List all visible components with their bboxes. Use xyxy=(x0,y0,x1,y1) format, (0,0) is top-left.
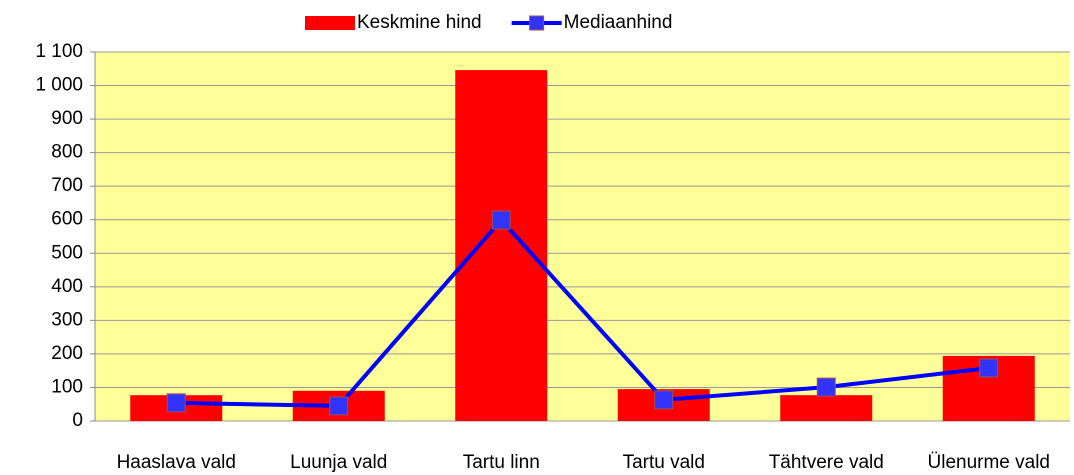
y-tick-label: 800 xyxy=(51,142,83,163)
y-tick-label: 400 xyxy=(51,276,83,297)
y-tick-label: 0 xyxy=(72,410,83,431)
marker xyxy=(816,377,836,397)
bar xyxy=(455,70,548,421)
line xyxy=(176,217,989,408)
y-tick-label: 600 xyxy=(51,209,83,230)
y-tick-label: 1 000 xyxy=(35,75,83,96)
y-tick-label: 700 xyxy=(51,175,83,196)
y-tick-label: 300 xyxy=(51,309,83,330)
legend-label: Keskmine hind xyxy=(357,12,482,33)
x-tick-label: Luunja vald xyxy=(290,452,387,473)
legend-label: Mediaanhind xyxy=(564,12,673,33)
x-tick-label: Haaslava vald xyxy=(117,452,236,473)
legend-marker xyxy=(529,15,545,31)
legend-swatch xyxy=(305,16,355,30)
marker xyxy=(166,393,186,413)
y-tick-label: 900 xyxy=(51,108,83,129)
y-tick-label: 500 xyxy=(51,242,83,263)
y-tick-label: 1 100 xyxy=(35,41,83,62)
y-tick-label: 100 xyxy=(51,376,83,397)
x-tick-label: Ülenurme vald xyxy=(928,452,1051,473)
x-tick-label: Tartu linn xyxy=(463,452,540,473)
marker xyxy=(654,390,674,410)
marker xyxy=(329,396,349,416)
bar xyxy=(780,395,873,421)
marker xyxy=(491,210,511,230)
y-tick-label: 200 xyxy=(51,343,83,364)
x-tick-label: Tartu vald xyxy=(623,452,705,473)
x-tick-label: Tähtvere vald xyxy=(769,452,884,473)
marker xyxy=(979,358,999,378)
plot-area xyxy=(95,52,1070,421)
